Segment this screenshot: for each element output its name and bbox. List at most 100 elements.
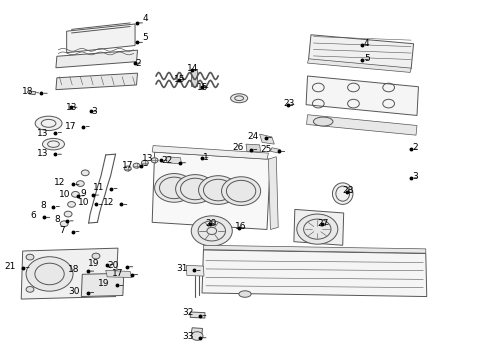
Text: 17: 17 <box>112 269 124 278</box>
Text: 8: 8 <box>54 215 60 224</box>
Text: 4: 4 <box>364 39 369 48</box>
Polygon shape <box>203 245 426 253</box>
Text: 26: 26 <box>233 143 244 152</box>
Text: 32: 32 <box>182 308 194 317</box>
Circle shape <box>26 287 34 292</box>
Circle shape <box>26 254 34 260</box>
Text: 7: 7 <box>59 226 65 235</box>
Text: 18: 18 <box>23 87 34 96</box>
Text: 8: 8 <box>40 201 46 210</box>
Ellipse shape <box>231 94 247 103</box>
Polygon shape <box>202 250 427 297</box>
Ellipse shape <box>314 117 333 126</box>
Text: 22: 22 <box>161 156 172 165</box>
Text: 15: 15 <box>174 75 185 84</box>
Polygon shape <box>166 157 181 164</box>
Text: 12: 12 <box>54 178 65 187</box>
Circle shape <box>155 174 194 202</box>
Polygon shape <box>269 157 278 229</box>
Text: 19: 19 <box>88 259 99 268</box>
Text: 1: 1 <box>203 153 209 162</box>
Text: 10: 10 <box>59 190 70 199</box>
Text: 33: 33 <box>182 332 194 341</box>
Text: 13: 13 <box>37 149 48 158</box>
Text: 4: 4 <box>143 14 148 23</box>
Polygon shape <box>29 91 36 95</box>
Text: 12: 12 <box>103 198 114 207</box>
Circle shape <box>297 214 338 244</box>
Text: 19: 19 <box>98 279 109 288</box>
Polygon shape <box>81 273 124 297</box>
Text: 23: 23 <box>283 99 295 108</box>
Polygon shape <box>186 265 204 276</box>
Polygon shape <box>309 35 414 69</box>
Circle shape <box>191 332 203 340</box>
Text: 14: 14 <box>187 64 198 73</box>
Text: 5: 5 <box>143 33 148 42</box>
Circle shape <box>175 175 215 203</box>
Circle shape <box>76 181 84 186</box>
Polygon shape <box>270 148 280 153</box>
Text: 17: 17 <box>122 161 134 170</box>
Polygon shape <box>306 76 418 116</box>
Polygon shape <box>190 312 205 318</box>
Text: 2: 2 <box>413 143 418 152</box>
Circle shape <box>142 160 148 165</box>
Text: 9: 9 <box>80 189 86 198</box>
Text: 13: 13 <box>67 103 78 112</box>
Polygon shape <box>260 134 274 144</box>
Text: 3: 3 <box>92 107 98 116</box>
Text: 29: 29 <box>205 219 217 228</box>
Text: 18: 18 <box>68 265 80 274</box>
Polygon shape <box>21 248 118 299</box>
Text: 13: 13 <box>142 154 153 163</box>
Text: 3: 3 <box>413 172 418 181</box>
Polygon shape <box>106 270 132 278</box>
Text: 28: 28 <box>342 186 353 195</box>
Text: 31: 31 <box>176 265 187 274</box>
Polygon shape <box>67 24 135 53</box>
Text: 30: 30 <box>68 287 80 296</box>
Polygon shape <box>307 115 417 135</box>
Text: 24: 24 <box>247 132 259 141</box>
Circle shape <box>124 166 131 171</box>
Text: 11: 11 <box>93 183 104 192</box>
Circle shape <box>72 192 79 197</box>
Text: 13: 13 <box>37 129 48 138</box>
Ellipse shape <box>239 291 251 297</box>
Text: 2: 2 <box>136 59 142 68</box>
Circle shape <box>64 211 72 217</box>
Text: 6: 6 <box>30 211 36 220</box>
Polygon shape <box>294 210 343 245</box>
Circle shape <box>133 163 140 168</box>
Polygon shape <box>246 144 261 152</box>
Text: 16: 16 <box>235 222 246 231</box>
Polygon shape <box>56 73 138 90</box>
Text: 15: 15 <box>197 83 209 92</box>
Ellipse shape <box>35 116 62 131</box>
Polygon shape <box>152 145 269 159</box>
Circle shape <box>92 253 100 259</box>
Text: 21: 21 <box>4 262 15 271</box>
Circle shape <box>81 170 89 176</box>
Text: 10: 10 <box>78 198 90 207</box>
Text: 5: 5 <box>364 54 369 63</box>
Text: 20: 20 <box>108 261 119 270</box>
Ellipse shape <box>43 138 65 150</box>
Polygon shape <box>191 69 197 86</box>
Polygon shape <box>56 50 138 68</box>
Circle shape <box>198 176 238 204</box>
Text: 17: 17 <box>65 122 76 131</box>
Circle shape <box>68 202 75 207</box>
Text: 25: 25 <box>261 145 272 154</box>
Polygon shape <box>191 328 202 333</box>
Circle shape <box>151 158 158 163</box>
Text: 27: 27 <box>318 219 329 228</box>
Circle shape <box>60 221 68 226</box>
Circle shape <box>221 177 261 206</box>
Polygon shape <box>308 59 411 72</box>
Circle shape <box>26 257 73 291</box>
Polygon shape <box>152 152 270 229</box>
Circle shape <box>191 216 232 246</box>
Ellipse shape <box>332 183 353 204</box>
